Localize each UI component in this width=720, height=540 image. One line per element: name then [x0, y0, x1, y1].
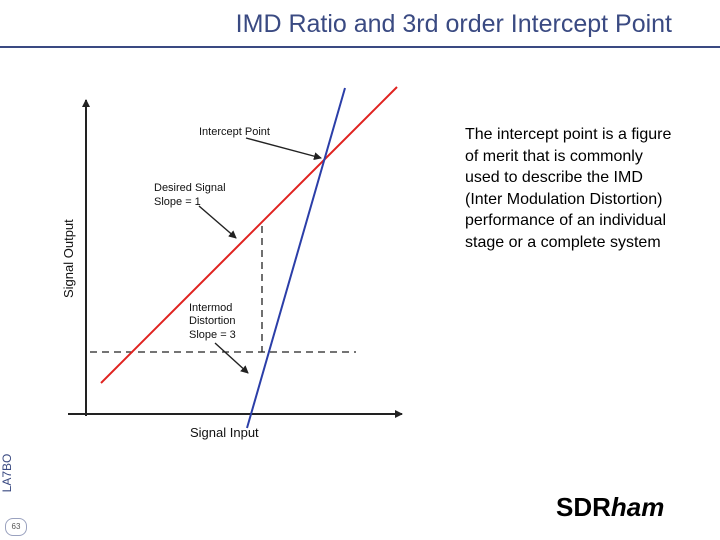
title-divider [0, 46, 720, 48]
intermod-distortion-line [246, 87, 346, 429]
intermod-label: Intermod [189, 302, 232, 314]
desired-signal-line [100, 86, 398, 384]
brand-prefix: SDR [556, 492, 611, 522]
distortion-label: Distortion [189, 315, 235, 327]
intermod-slope-label: Slope = 3 [189, 329, 236, 341]
page-number: 63 [5, 518, 27, 536]
slide-title: IMD Ratio and 3rd order Intercept Point [235, 10, 672, 38]
y-axis-label: Signal Output [61, 219, 76, 298]
brand-suffix: ham [610, 492, 665, 522]
description-text: The intercept point is a figure of merit… [465, 126, 672, 251]
brand-logo: SDRham [556, 492, 664, 523]
intercept-point-label: Intercept Point [199, 126, 270, 138]
desired-signal-arrow [198, 205, 237, 239]
desired-signal-label: Desired Signal [154, 182, 226, 194]
x-axis-label: Signal Input [190, 425, 259, 440]
side-label: LA7BO [0, 453, 14, 493]
desired-signal-slope-label: Slope = 1 [154, 196, 201, 208]
intercept-point-arrow [245, 137, 322, 161]
intermod-arrow [214, 342, 249, 374]
